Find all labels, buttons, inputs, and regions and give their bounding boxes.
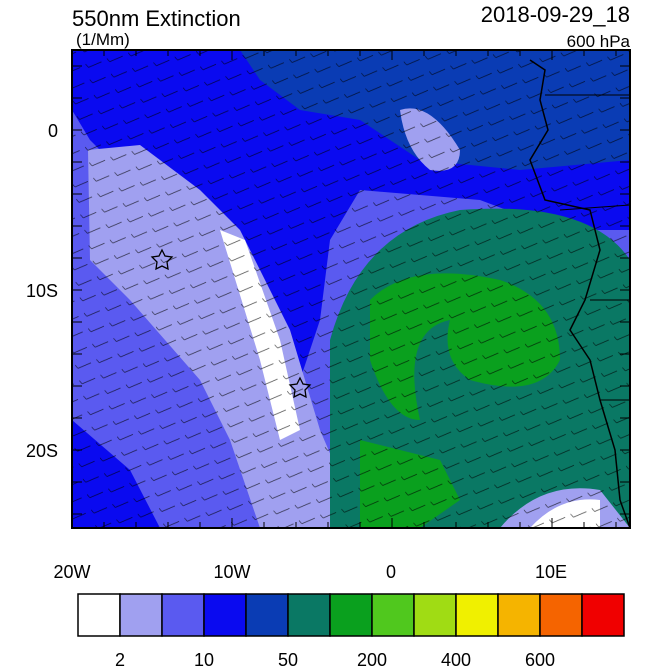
colorbar-box bbox=[161, 593, 205, 637]
title: 550nm Extinction bbox=[72, 6, 241, 31]
units: (1/Mm) bbox=[76, 30, 130, 49]
colorbar-label: 400 bbox=[441, 650, 471, 667]
lat-label: 20S bbox=[26, 441, 58, 461]
lon-label: 20W bbox=[53, 562, 90, 582]
colorbar-label: 10 bbox=[194, 650, 214, 667]
colorbar-label: 200 bbox=[357, 650, 387, 667]
lon-label: 10W bbox=[213, 562, 250, 582]
colorbar-box bbox=[371, 593, 415, 637]
colorbar-box bbox=[287, 593, 331, 637]
colorbar-box bbox=[203, 593, 247, 637]
lat-label: 0 bbox=[48, 121, 58, 141]
lon-label: 10E bbox=[535, 562, 567, 582]
colorbar-box bbox=[455, 593, 499, 637]
colorbar-box bbox=[329, 593, 373, 637]
colorbar-box bbox=[497, 593, 541, 637]
colorbar-box bbox=[581, 593, 625, 637]
map-frame bbox=[71, 49, 631, 529]
level: 600 hPa bbox=[567, 32, 631, 51]
date: 2018-09-29_18 bbox=[481, 2, 630, 27]
lat-label: 10S bbox=[26, 281, 58, 301]
map-ticks bbox=[71, 50, 630, 528]
colorbar-label: 600 bbox=[525, 650, 555, 667]
colorbar-label: 50 bbox=[278, 650, 298, 667]
colorbar-box bbox=[539, 593, 583, 637]
map-field bbox=[72, 50, 630, 528]
colorbar-label: 2 bbox=[115, 650, 125, 667]
colorbar-box bbox=[413, 593, 457, 637]
colorbar-box bbox=[245, 593, 289, 637]
lon-label: 0 bbox=[386, 562, 396, 582]
colorbar-box bbox=[77, 593, 121, 637]
colorbar-box bbox=[119, 593, 163, 637]
